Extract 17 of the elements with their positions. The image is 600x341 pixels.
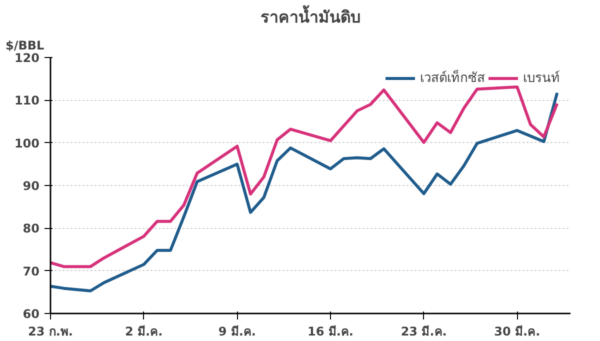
x-tick-label: 23 มี.ค. (400, 324, 447, 338)
y-tick-label: 60 (22, 307, 40, 321)
y-tick-label: 80 (22, 222, 40, 236)
x-tick-label: 16 มี.ค. (308, 324, 354, 338)
y-tick-label: 90 (22, 179, 40, 193)
x-tick-label: 23 ก.พ. (28, 324, 74, 338)
legend-label: เบรนท์ (523, 70, 560, 88)
x-tick-label: 2 มี.ค. (125, 324, 163, 338)
y-tick-label: 100 (14, 136, 40, 150)
y-tick-label: 110 (14, 94, 40, 108)
y-axis-title: $/BBL (6, 38, 45, 52)
y-tick-label: 120 (14, 51, 40, 65)
legend-label: เวสต์เท็กซัส (420, 68, 485, 88)
x-tick-label: 30 มี.ค. (494, 324, 540, 338)
y-tick-label: 70 (22, 264, 40, 278)
chart-title: ราคาน้ำมันดิบ (260, 4, 360, 26)
x-tick-label: 9 มี.ค. (218, 324, 256, 338)
